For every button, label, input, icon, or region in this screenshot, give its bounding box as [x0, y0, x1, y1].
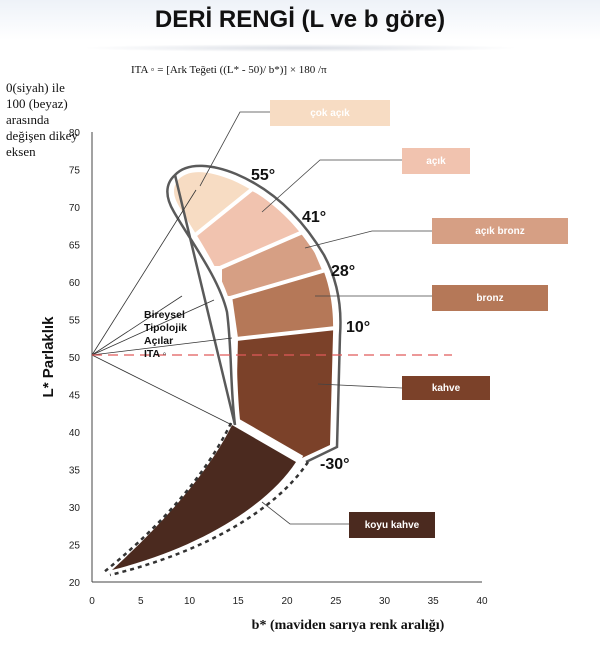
- y-tick: 65: [69, 241, 81, 252]
- x-tick: 35: [428, 596, 440, 607]
- x-tick: 40: [476, 596, 488, 607]
- x-tick-labels: 0 5 10 15 20 25 30 35 40: [89, 596, 488, 607]
- ita-formula: ITA ◦ = [Ark Teğeti ((L* - 50)/ b*)] × 1…: [131, 64, 327, 76]
- x-tick: 0: [89, 596, 95, 607]
- ita-angle-10: 10°: [346, 319, 370, 336]
- ita-label-line: Açılar: [144, 335, 173, 347]
- y-tick: 25: [69, 541, 81, 552]
- y-tick: 50: [69, 353, 81, 364]
- band-separators: [192, 184, 337, 341]
- y-tick: 60: [69, 278, 81, 289]
- ita-label-line: Tipolojik: [144, 322, 187, 334]
- band-acik-bronz: [222, 230, 322, 296]
- upper-arch-bands: [174, 172, 334, 458]
- category-cok-acik: çok açık: [270, 100, 390, 126]
- ita-label-line: ITA ◦: [144, 348, 166, 360]
- ita-label-line: Bireysel: [144, 309, 185, 321]
- ita-angle-41: 41°: [302, 209, 326, 226]
- band-separator-lower: [234, 417, 304, 461]
- ita-angle-rays: [91, 189, 233, 426]
- ita-angle-minus30: -30°: [320, 456, 350, 473]
- x-tick: 30: [379, 596, 391, 607]
- ita-angle-55: 55°: [251, 167, 275, 184]
- y-tick: 20: [69, 578, 81, 589]
- y-tick: 75: [69, 166, 81, 177]
- category-acik-bronz: açık bronz: [432, 218, 568, 244]
- y-tick: 40: [69, 428, 81, 439]
- category-leaders: [199, 111, 432, 525]
- y-tick: 30: [69, 503, 81, 514]
- category-acik: açık: [402, 148, 470, 174]
- y-axis-label: L* Parlaklık: [40, 316, 57, 398]
- y-tick: 45: [69, 391, 81, 402]
- y-tick: 35: [69, 466, 81, 477]
- title-divider: [80, 44, 520, 52]
- x-axis-label: b* (maviden sarıya renk aralığı): [252, 618, 445, 633]
- category-koyu-kahve: koyu kahve: [349, 512, 435, 538]
- ita-angle-28: 28°: [331, 263, 355, 280]
- band-bronz: [232, 270, 334, 338]
- category-bronz: bronz: [432, 285, 548, 311]
- y-tick-labels: 20 25 30 35 40 45 50 55 60 65 70 75 80: [69, 128, 81, 589]
- lower-arch-outline: [103, 422, 310, 577]
- x-tick: 15: [233, 596, 245, 607]
- y-tick: 80: [69, 128, 81, 139]
- x-tick: 10: [184, 596, 196, 607]
- upper-arch-outline: [166, 164, 342, 464]
- axis-note: 0(siyah) ile 100 (beyaz) arasında değişe…: [6, 80, 78, 159]
- y-tick: 70: [69, 203, 81, 214]
- x-tick: 25: [330, 596, 342, 607]
- category-kahve: kahve: [402, 376, 490, 400]
- y-tick: 55: [69, 316, 81, 327]
- x-tick: 5: [138, 596, 144, 607]
- page-title: DERİ RENGİ (L ve b göre): [154, 6, 446, 33]
- x-tick: 20: [281, 596, 293, 607]
